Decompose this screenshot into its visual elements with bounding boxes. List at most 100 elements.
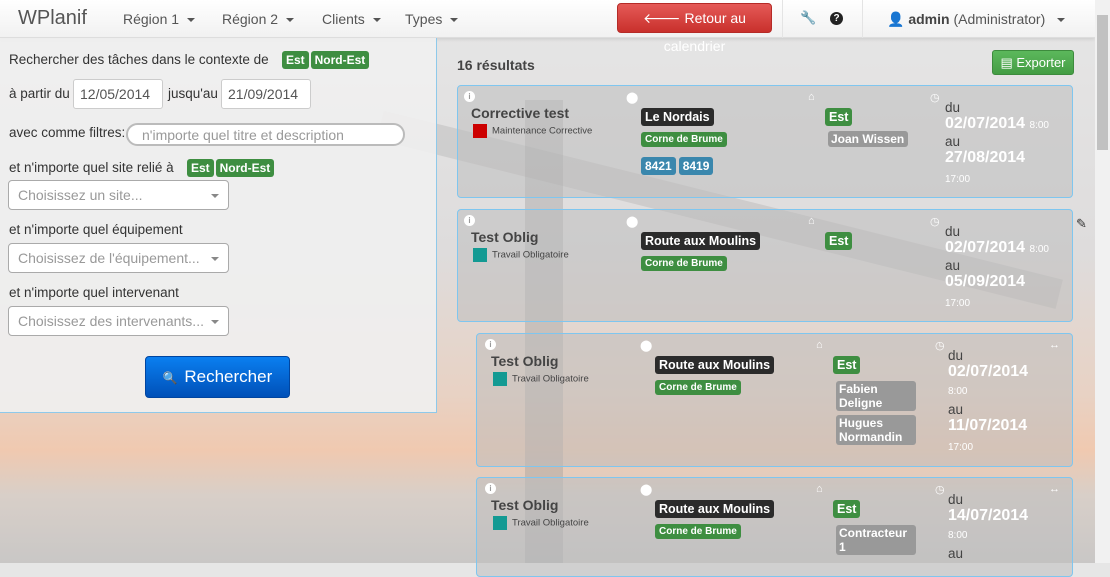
clock-icon: ◷ — [930, 216, 940, 228]
site-select[interactable]: Choisissez un site... — [8, 180, 229, 210]
user-name: admin — [908, 11, 950, 27]
to-time: 17:00 — [948, 442, 974, 453]
to-label: au — [948, 402, 964, 417]
menu-clients[interactable]: Clients — [322, 11, 381, 27]
type-color-swatch — [493, 516, 507, 530]
date-range: du 02/07/2014 8:00 au 27/08/2014 17:00 — [945, 100, 1049, 191]
region-label: Est — [833, 356, 861, 374]
to-date: 27/08/2014 — [945, 149, 1026, 166]
caret-down-icon — [211, 257, 219, 261]
pencil-icon[interactable]: ✎ — [1076, 216, 1087, 231]
site-tag: Est — [186, 159, 214, 177]
worker-label[interactable]: Contracteur 1 — [836, 525, 916, 555]
resize-horizontal-icon[interactable]: ↔ — [1049, 339, 1060, 351]
menu-label: Région 2 — [222, 11, 279, 27]
client-label[interactable]: Corne de Brume — [655, 524, 741, 539]
site-label[interactable]: Route aux Moulins — [655, 500, 775, 518]
worker-label[interactable]: Joan Wissen — [828, 131, 908, 147]
help-icon[interactable]: ? — [830, 12, 843, 25]
task-title[interactable]: Corrective test — [471, 105, 570, 121]
worker-label[interactable]: Hugues Normandin — [836, 415, 916, 445]
task-title[interactable]: Test Oblig — [491, 497, 559, 513]
worker-select[interactable]: Choisissez des intervenants... — [8, 306, 229, 336]
task-card[interactable]: i ⬤ ⌂ ◷ ↔ Test Oblig Travail Obligatoire Route … — [476, 333, 1073, 467]
user-role: (Administrator) — [953, 11, 1046, 27]
search-button[interactable]: 🔍 Rechercher — [145, 356, 290, 398]
wrench-icon[interactable]: 🔧 — [800, 10, 817, 25]
to-label: au — [945, 258, 961, 273]
from-time: 8:00 — [948, 386, 968, 397]
site-label[interactable]: Route aux Moulins — [641, 232, 761, 250]
type-label: Maintenance Corrective — [492, 125, 593, 137]
region-column: Est Contracteur 1 — [833, 500, 916, 559]
home-icon: ⌂ — [816, 483, 823, 495]
from-date: 02/07/2014 — [948, 363, 1029, 380]
site-label[interactable]: Route aux Moulins — [655, 356, 775, 374]
task-card[interactable]: i ⬤ ⌂ ◷ ↔ Test Oblig Travail Obligatoire Route … — [476, 477, 1073, 577]
context-tag: Est — [281, 51, 309, 69]
type-label: Travail Obligatoire — [512, 517, 589, 529]
equipment-label[interactable]: 8419 — [678, 157, 714, 175]
scrollbar-thumb[interactable] — [1097, 15, 1108, 150]
button-label: Retour au calendrier — [663, 10, 746, 54]
type-label: Travail Obligatoire — [512, 373, 589, 385]
resize-horizontal-icon[interactable]: ↔ — [1049, 483, 1060, 495]
date-range: du 02/07/2014 8:00 au 11/07/2014 17:00 — [948, 348, 1028, 459]
context-tag: Nord-Est — [310, 51, 370, 69]
task-title[interactable]: Test Oblig — [471, 229, 539, 245]
clock-icon: ◷ — [930, 92, 940, 104]
task-card[interactable]: i ⬤ ⌂ ◷ Corrective test Maintenance Correctiv… — [457, 85, 1073, 198]
navbar: WPlanif Région 1 Région 2 Clients Types … — [0, 0, 1095, 54]
equipment-label[interactable]: 8421 — [641, 157, 676, 175]
from-time: 8:00 — [948, 530, 968, 541]
caret-down-icon — [211, 194, 219, 198]
client-label[interactable]: Corne de Brume — [655, 380, 741, 395]
menu-types[interactable]: Types — [405, 11, 459, 27]
client-label[interactable]: Corne de Brume — [641, 132, 727, 147]
to-date-input[interactable]: 21/09/2014 — [221, 79, 311, 109]
filters-input[interactable]: n'importe quel titre et description — [126, 123, 405, 146]
back-to-calendar-button[interactable]: 🡐 Retour au calendrier — [617, 3, 772, 54]
task-card[interactable]: i ⬤ ⌂ ◷ Test Oblig Travail Obligatoire Route a… — [457, 209, 1073, 322]
menu-region-2[interactable]: Région 2 — [222, 11, 295, 27]
arrow-left-icon: 🡐 — [643, 10, 685, 26]
client-label[interactable]: Corne de Brume — [641, 256, 727, 271]
divider — [862, 0, 863, 38]
from-time: 8:00 — [1029, 120, 1049, 131]
to-label: au — [945, 134, 961, 149]
from-date: 14/07/2014 — [948, 507, 1029, 524]
site-column: Route aux Moulins Corne de Brume — [641, 232, 761, 271]
select-placeholder: Choisissez un site... — [18, 187, 143, 203]
brand-logo[interactable]: WPlanif — [18, 7, 87, 29]
task-type: Travail Obligatoire — [493, 516, 589, 530]
region-column: Est Joan Wissen — [825, 108, 908, 151]
from-date-input[interactable]: 12/05/2014 — [73, 79, 163, 109]
to-label: jusqu'au — [168, 86, 218, 101]
from-label: du — [945, 100, 961, 115]
from-date: 02/07/2014 — [945, 239, 1026, 256]
divider — [782, 0, 783, 38]
menu-label: Clients — [322, 11, 365, 27]
clock-icon: ◷ — [935, 484, 945, 496]
equipment-select[interactable]: Choisissez de l'équipement... — [8, 243, 229, 273]
results-count: 16 résultats — [457, 57, 535, 73]
user-menu[interactable]: 👤 admin (Administrator) — [887, 11, 1066, 28]
info-icon: i — [485, 483, 496, 494]
select-placeholder: Choisissez des intervenants... — [18, 313, 204, 329]
map-marker-icon: ⬤ — [640, 340, 653, 352]
info-icon: i — [464, 215, 475, 226]
equipment-label: et n'importe quel équipement — [9, 222, 183, 237]
menu-region-1[interactable]: Région 1 — [123, 11, 196, 27]
site-label[interactable]: Le Nordais — [641, 108, 714, 126]
export-button[interactable]: ▤ Exporter — [992, 50, 1074, 75]
task-title[interactable]: Test Oblig — [491, 353, 559, 369]
context-label: Rechercher des tâches dans le contexte d… — [9, 51, 370, 69]
type-color-swatch — [473, 124, 487, 138]
menu-label: Région 1 — [123, 11, 180, 27]
home-icon: ⌂ — [808, 215, 815, 227]
type-color-swatch — [493, 372, 507, 386]
site-column: Le Nordais Corne de Brume 8421 8419 — [641, 108, 727, 175]
scrollbar[interactable] — [1095, 0, 1110, 563]
info-icon: i — [485, 339, 496, 350]
worker-label[interactable]: Fabien Deligne — [836, 381, 916, 411]
